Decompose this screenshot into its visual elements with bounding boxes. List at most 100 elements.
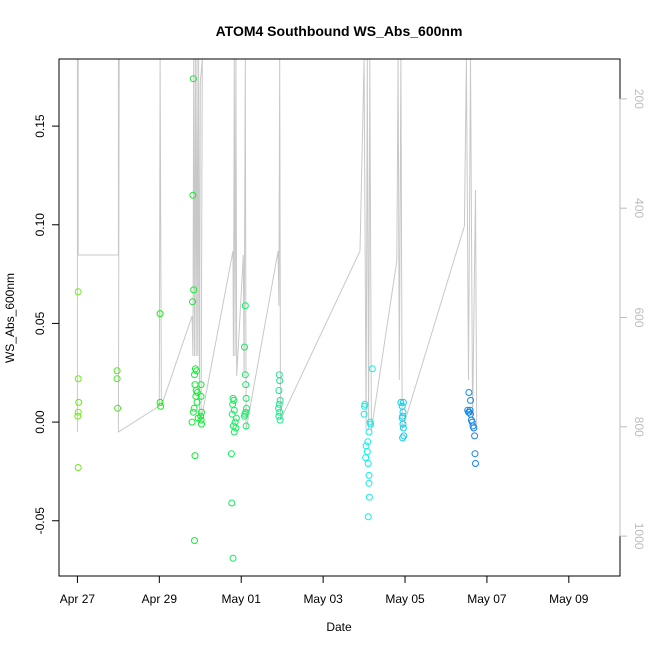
x-tick-label: Apr 29 bbox=[142, 592, 178, 606]
data-point bbox=[241, 343, 248, 351]
data-point bbox=[365, 493, 373, 501]
data-point bbox=[467, 396, 474, 404]
data-point bbox=[229, 554, 237, 562]
data-point bbox=[227, 450, 235, 458]
data-point bbox=[275, 404, 282, 412]
data-point bbox=[276, 408, 284, 416]
x-axis: Apr 27 Apr 29 May 01 May 03 May 05 May 07 May … bbox=[60, 575, 589, 606]
data-point bbox=[232, 414, 240, 422]
y2-tick-label: 200 bbox=[632, 89, 646, 109]
data-point bbox=[193, 389, 201, 396]
data-point bbox=[197, 412, 205, 420]
data-point bbox=[242, 422, 250, 430]
data-point bbox=[197, 392, 205, 400]
data-point bbox=[197, 416, 205, 424]
data-point bbox=[365, 479, 373, 487]
data-point bbox=[157, 402, 165, 410]
y-axis-label: WS_Abs_600nm bbox=[3, 273, 17, 363]
data-point bbox=[397, 398, 405, 406]
data-point bbox=[191, 537, 198, 544]
data-point bbox=[188, 418, 196, 426]
y2-axis: 200 400 600 800 1000 bbox=[619, 89, 646, 550]
x-tick-label: May 07 bbox=[467, 592, 507, 606]
data-point bbox=[75, 398, 83, 406]
x-tick-label: May 01 bbox=[222, 592, 262, 606]
y-tick-label: 0.15 bbox=[33, 114, 47, 138]
data-point bbox=[399, 420, 407, 428]
y-tick-label: 0.00 bbox=[33, 410, 47, 434]
data-point bbox=[198, 420, 205, 428]
data-point bbox=[230, 406, 238, 414]
data-point bbox=[189, 298, 196, 306]
data-point bbox=[276, 377, 284, 385]
data-point bbox=[156, 398, 164, 406]
data-point bbox=[364, 513, 372, 521]
data-point bbox=[363, 448, 371, 456]
data-point bbox=[189, 191, 197, 199]
data-point bbox=[364, 438, 372, 446]
data-point bbox=[472, 460, 479, 467]
x-tick-label: May 03 bbox=[303, 592, 343, 606]
data-point bbox=[74, 464, 82, 471]
data-point bbox=[74, 375, 82, 383]
data-point bbox=[368, 365, 376, 373]
data-point bbox=[242, 394, 250, 402]
data-point bbox=[365, 471, 373, 479]
data-points bbox=[74, 75, 479, 562]
data-point bbox=[156, 310, 164, 318]
data-point bbox=[362, 454, 370, 462]
y2-tick-label: 400 bbox=[632, 198, 646, 218]
y2-tick-label: 1000 bbox=[632, 523, 646, 550]
data-point bbox=[242, 381, 250, 389]
chart-title: ATOM4 Southbound WS_Abs_600nm bbox=[216, 23, 463, 39]
data-point bbox=[114, 404, 122, 412]
x-tick-label: Apr 27 bbox=[60, 592, 96, 606]
data-point bbox=[241, 412, 248, 420]
data-point bbox=[361, 402, 368, 410]
data-point bbox=[241, 371, 249, 379]
x-tick-label: May 09 bbox=[549, 592, 589, 606]
data-point bbox=[360, 410, 368, 418]
data-point bbox=[276, 396, 284, 404]
y-tick-label: 0.05 bbox=[33, 311, 47, 335]
data-point bbox=[193, 398, 201, 406]
data-point bbox=[367, 420, 375, 428]
data-point bbox=[198, 408, 205, 416]
data-point bbox=[229, 400, 237, 408]
data-point bbox=[190, 404, 198, 412]
data-point bbox=[191, 452, 199, 460]
data-point bbox=[275, 371, 283, 379]
data-point bbox=[471, 450, 479, 458]
data-point bbox=[230, 428, 238, 436]
data-point bbox=[190, 286, 198, 294]
data-point bbox=[465, 389, 473, 396]
data-point bbox=[276, 416, 284, 424]
data-point bbox=[230, 396, 238, 404]
x-tick-label: May 05 bbox=[385, 592, 425, 606]
data-point bbox=[191, 371, 198, 379]
data-point bbox=[466, 406, 474, 414]
x-axis-label: Date bbox=[326, 620, 352, 634]
data-point bbox=[113, 367, 121, 375]
data-point bbox=[189, 75, 197, 83]
data-point bbox=[231, 418, 239, 426]
data-point bbox=[228, 410, 236, 418]
y-axis: -0.05 0.00 0.05 0.10 0.15 bbox=[33, 114, 60, 535]
plot-frame bbox=[58, 58, 621, 577]
data-point bbox=[275, 412, 283, 420]
data-point bbox=[241, 302, 249, 310]
data-point bbox=[470, 424, 478, 432]
data-point bbox=[365, 428, 373, 436]
data-point bbox=[113, 375, 121, 383]
data-point bbox=[364, 460, 372, 467]
data-point bbox=[191, 381, 199, 389]
y2-tick-label: 800 bbox=[632, 417, 646, 437]
data-point bbox=[232, 424, 240, 432]
y2-tick-label: 600 bbox=[632, 307, 646, 327]
data-point bbox=[228, 499, 236, 507]
y-tick-label: -0.05 bbox=[33, 507, 47, 535]
data-point bbox=[74, 412, 82, 420]
data-point bbox=[197, 381, 205, 389]
data-point bbox=[189, 408, 197, 416]
